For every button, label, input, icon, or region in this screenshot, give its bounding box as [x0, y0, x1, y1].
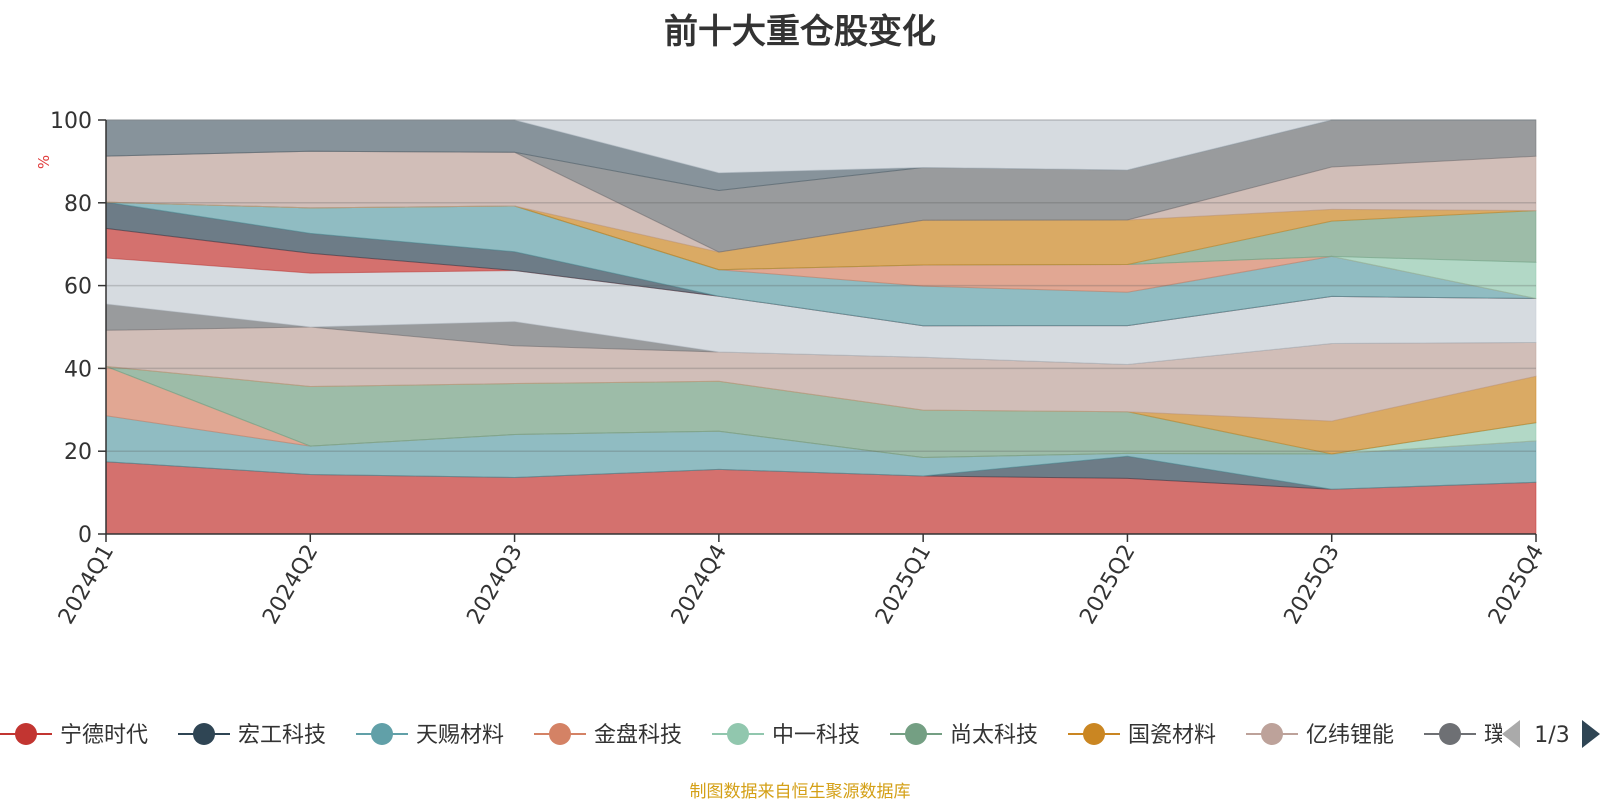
areas-layer — [105, 119, 1537, 535]
y-tick-label: 80 — [64, 192, 92, 217]
legend-label: 天赐材料 — [416, 723, 504, 748]
legend-circle-icon — [1083, 723, 1105, 745]
legend-label: 亿纬锂能 — [1306, 723, 1394, 748]
chart-title: 前十大重仓股变化 — [664, 12, 936, 52]
gridlines — [106, 119, 1536, 452]
legend[interactable]: 宁德时代宏工科技天赐材料金盘科技中一科技尚太科技国瓷材料亿纬锂能璞泰来1/3 — [0, 712, 1600, 758]
x-tick-label: 2025Q2 — [1075, 541, 1140, 629]
legend-circle-icon — [1261, 723, 1283, 745]
legend-item[interactable]: 国瓷材料 — [1068, 723, 1216, 748]
y-tick-label: 100 — [50, 109, 92, 134]
legend-item[interactable]: 天赐材料 — [356, 723, 504, 748]
x-tick-label: 2025Q3 — [1280, 541, 1345, 629]
data-source-footer: 制图数据来自恒生聚源数据库 — [689, 782, 911, 802]
legend-circle-icon — [549, 723, 571, 745]
legend-circle-icon — [371, 723, 393, 745]
legend-item[interactable]: 金盘科技 — [534, 723, 682, 748]
legend-item[interactable]: 中一科技 — [712, 723, 860, 748]
x-tick-label: 2024Q2 — [258, 541, 323, 629]
legend-item[interactable]: 宏工科技 — [178, 723, 326, 748]
legend-label: 国瓷材料 — [1128, 723, 1216, 748]
legend-circle-icon — [1439, 723, 1461, 745]
y-tick-label: 20 — [64, 440, 92, 465]
y-tick-label: 40 — [64, 357, 92, 382]
legend-circle-icon — [15, 723, 37, 745]
area-series-20 — [106, 119, 1536, 174]
legend-page-indicator: 1/3 — [1534, 723, 1569, 748]
legend-item[interactable]: 宁德时代 — [0, 723, 148, 748]
x-tick-label: 2024Q4 — [667, 541, 732, 629]
legend-circle-icon — [193, 723, 215, 745]
legend-label: 尚太科技 — [950, 723, 1038, 748]
y-tick-label: 0 — [78, 523, 92, 548]
legend-next-page-icon[interactable] — [1582, 720, 1600, 748]
y-axis-label: % — [35, 155, 53, 169]
legend-item[interactable]: 亿纬锂能 — [1246, 723, 1394, 748]
x-tick-label: 2025Q1 — [871, 541, 936, 629]
x-tick-label: 2024Q3 — [462, 541, 527, 629]
legend-label: 宁德时代 — [60, 723, 148, 748]
x-tick-label: 2024Q1 — [54, 541, 119, 629]
legend-item[interactable]: 尚太科技 — [890, 723, 1038, 748]
legend-prev-page-icon[interactable] — [1502, 720, 1520, 748]
legend-label: 宏工科技 — [238, 723, 326, 748]
y-tick-label: 60 — [64, 275, 92, 300]
legend-circle-icon — [727, 723, 749, 745]
legend-label: 中一科技 — [772, 723, 860, 748]
legend-label: 金盘科技 — [594, 723, 682, 748]
x-tick-label: 2025Q4 — [1484, 541, 1549, 629]
legend-circle-icon — [905, 723, 927, 745]
